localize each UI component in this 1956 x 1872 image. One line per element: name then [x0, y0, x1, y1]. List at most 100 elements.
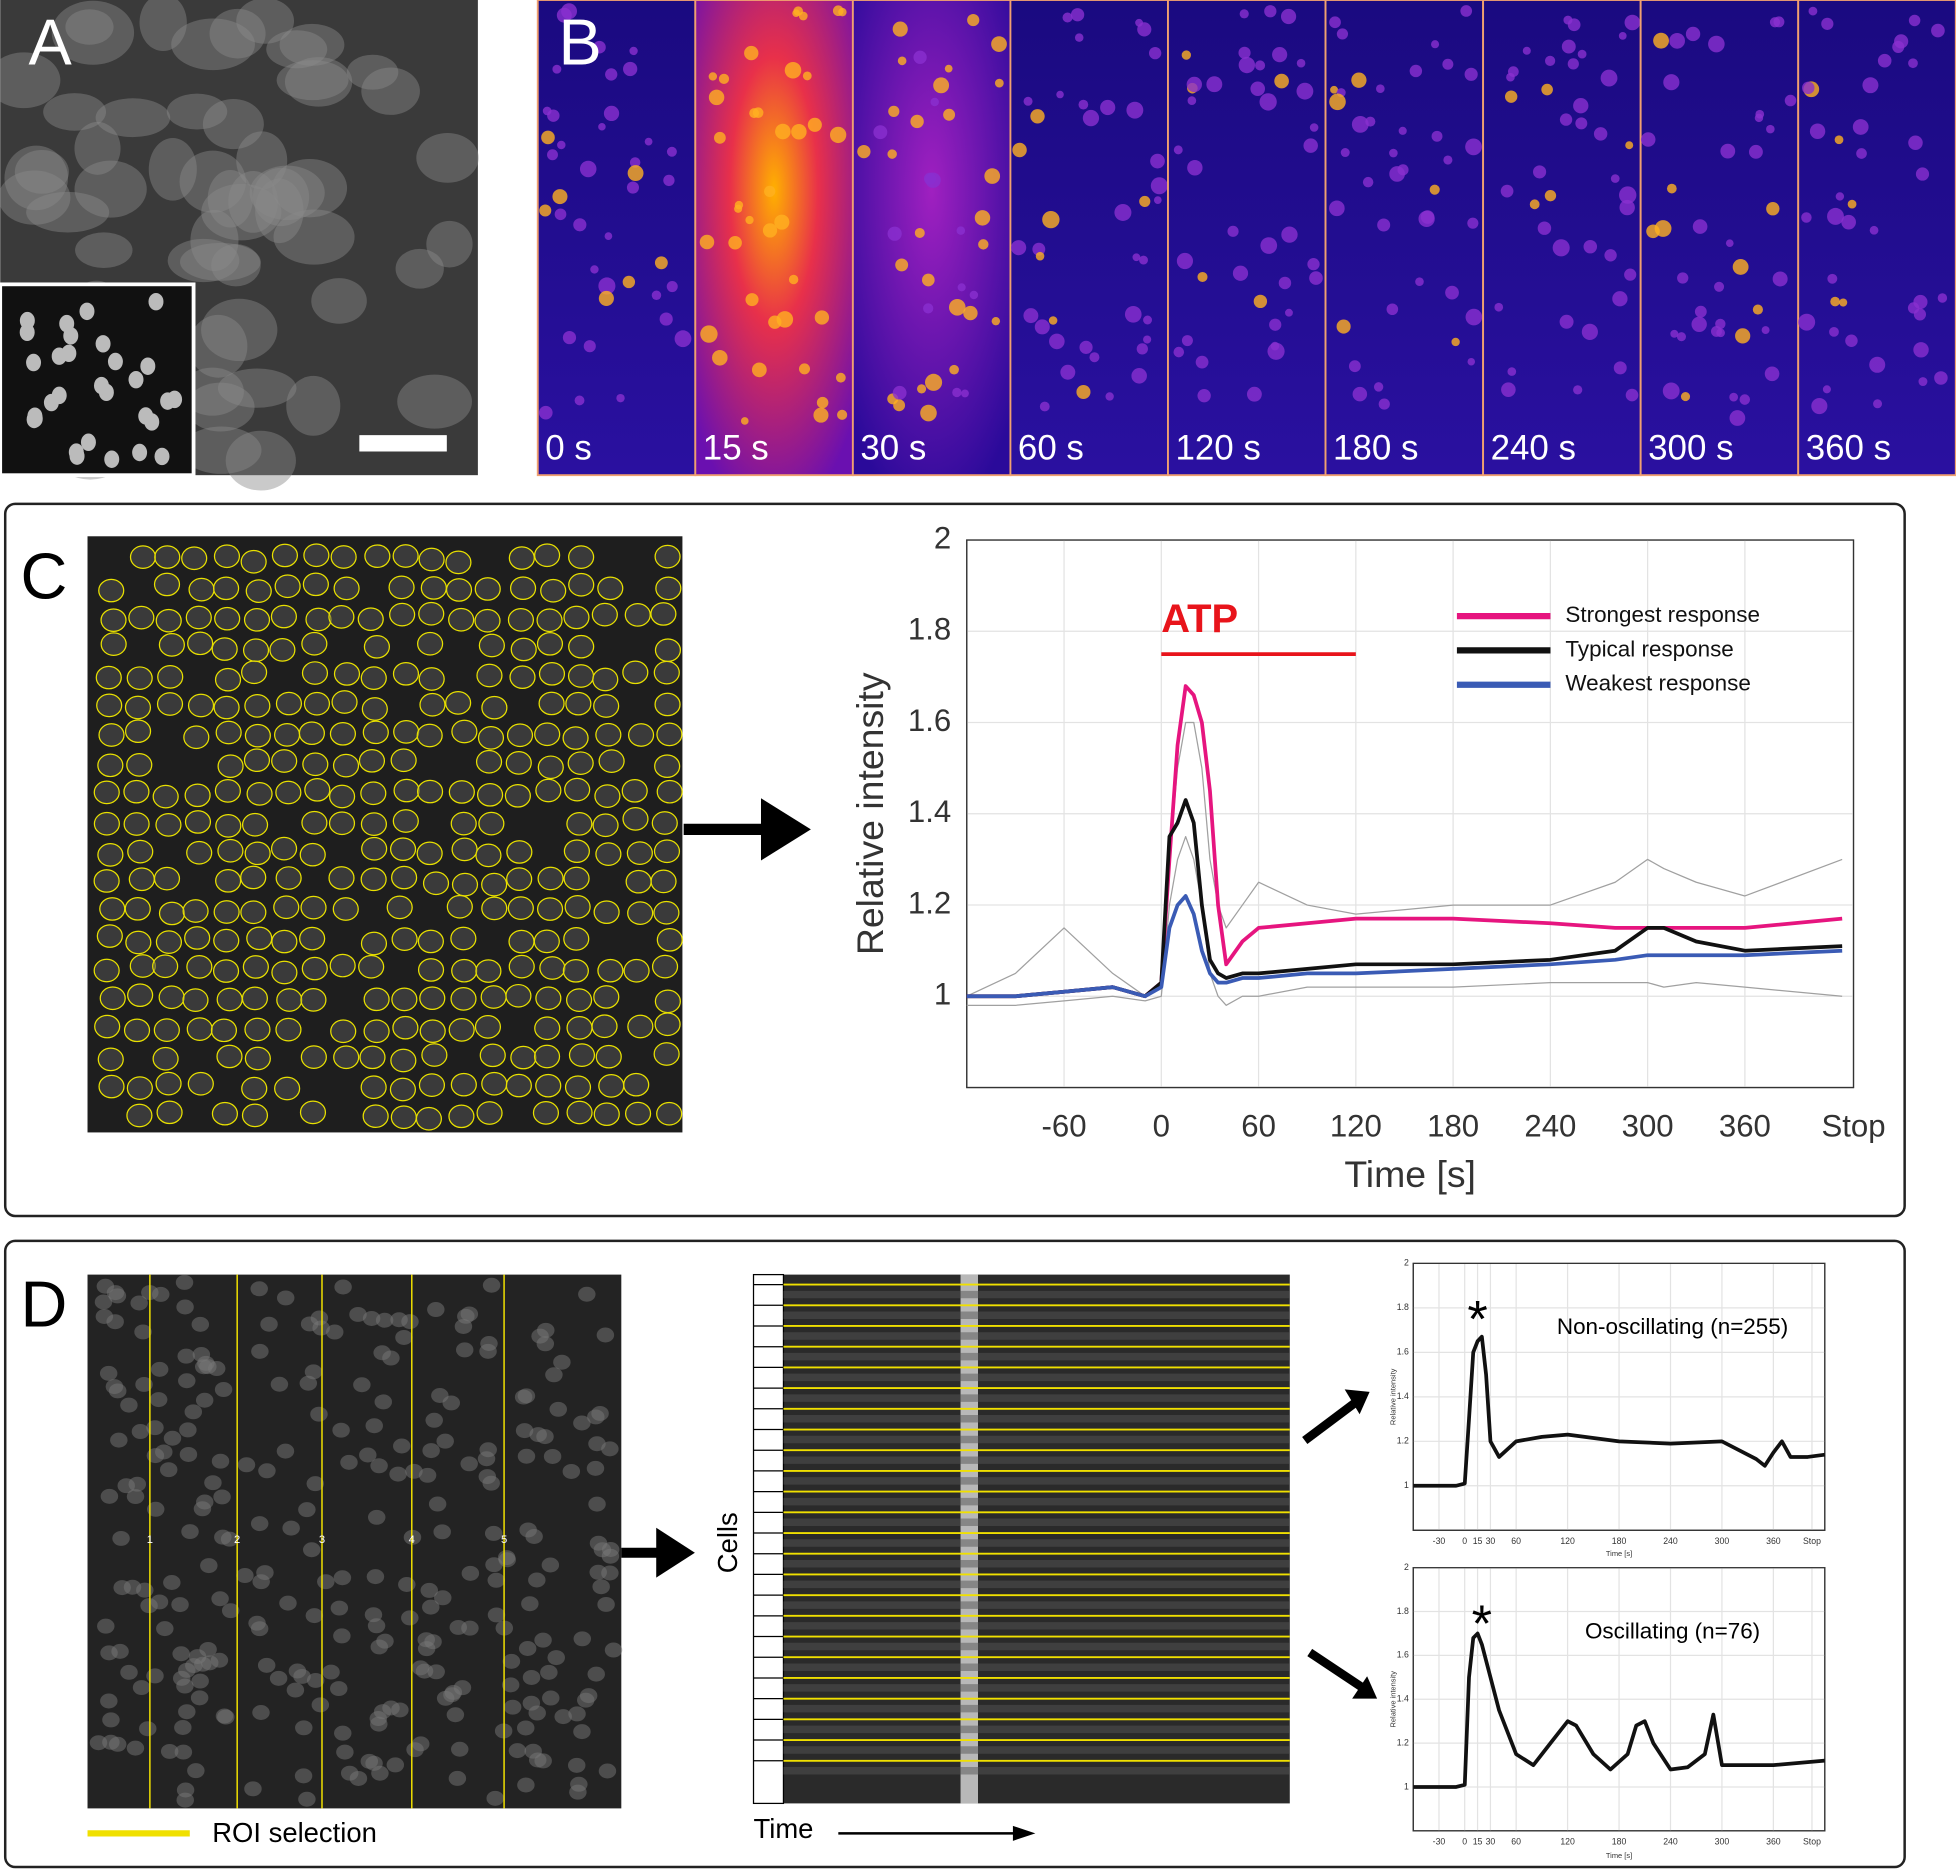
roi-outline — [271, 960, 298, 985]
nucleus — [1716, 328, 1725, 338]
time-label: 120 s — [1175, 428, 1260, 467]
nucleus — [545, 1367, 563, 1383]
roi-outline — [476, 782, 504, 807]
roi-outline — [152, 1046, 179, 1071]
nucleus — [454, 1318, 473, 1334]
cell — [266, 30, 328, 69]
x-tick-label: 300 — [1715, 1837, 1730, 1847]
nucleus — [1670, 329, 1679, 338]
nucleus — [994, 78, 1004, 88]
roi-outline — [478, 633, 505, 658]
roi-outline — [389, 837, 417, 862]
roi-outline — [593, 694, 620, 718]
nucleus — [460, 1456, 478, 1472]
roi-outline — [123, 812, 150, 836]
frame — [1797, 0, 1956, 477]
nucleus — [163, 1575, 181, 1591]
panel-label: B — [559, 6, 602, 79]
nucleus — [369, 1711, 388, 1727]
nucleus — [1307, 258, 1320, 271]
nucleus — [336, 1744, 354, 1760]
cell — [284, 57, 353, 107]
nucleus — [764, 185, 776, 198]
nucleus — [1139, 195, 1151, 207]
peak-label: * — [1472, 1595, 1492, 1653]
nucleus — [199, 1641, 217, 1657]
roi-outline — [419, 692, 446, 717]
nucleus — [521, 1596, 539, 1612]
nucleus — [27, 407, 43, 425]
roi-outline — [217, 838, 244, 863]
nucleus — [923, 172, 937, 185]
nucleus — [257, 1657, 276, 1673]
nucleus — [177, 1348, 195, 1364]
nucleus — [371, 1765, 389, 1781]
roi-outline — [240, 865, 267, 890]
nucleus — [99, 1365, 118, 1381]
nucleus — [1415, 277, 1424, 287]
roi-outline — [445, 691, 472, 715]
roi-outline — [505, 983, 532, 1008]
frame — [694, 0, 854, 477]
cell — [202, 98, 264, 150]
roi-outline — [509, 665, 536, 690]
nucleus — [540, 1664, 558, 1680]
nucleus — [187, 1763, 205, 1779]
cell — [4, 145, 69, 211]
nucleus — [310, 1406, 328, 1422]
roi-outline — [158, 985, 185, 1010]
panel-label: C — [20, 539, 67, 612]
nucleus — [974, 210, 991, 226]
nucleus — [838, 7, 847, 17]
roi-outline — [653, 1042, 680, 1066]
roi-outline — [450, 987, 477, 1011]
nucleus — [1285, 308, 1293, 317]
nucleus — [1862, 77, 1879, 94]
nucleus — [1600, 69, 1618, 87]
nucleus — [146, 1668, 164, 1684]
cell — [276, 60, 349, 101]
nucleus — [627, 165, 644, 182]
nucleus — [543, 1448, 562, 1464]
roi-outline — [564, 895, 591, 919]
nucleus — [96, 1278, 115, 1294]
nucleus — [193, 1501, 212, 1517]
roi-outline — [656, 779, 683, 804]
y-tick-label: 1.6 — [1397, 1347, 1409, 1357]
nucleus — [1253, 294, 1268, 309]
roi-outline — [188, 577, 215, 602]
nucleus — [251, 1343, 269, 1359]
nucleus — [330, 1681, 348, 1697]
roi-outline — [506, 840, 533, 864]
nucleus — [1409, 64, 1423, 78]
nucleus — [1389, 148, 1398, 158]
nucleus — [1309, 271, 1323, 285]
roi-outline — [391, 927, 418, 951]
roi-outline — [448, 780, 475, 804]
roi-outline — [332, 897, 359, 921]
nucleus — [923, 303, 934, 314]
nucleus — [570, 1776, 588, 1792]
nucleus — [200, 1558, 218, 1574]
nucleus — [360, 1753, 379, 1769]
y-tick-label: 1.2 — [1397, 1436, 1409, 1446]
roi-outline — [152, 784, 179, 809]
arrow-head — [1352, 1676, 1378, 1699]
roi-outline — [653, 660, 680, 685]
nucleus — [132, 443, 148, 462]
cell — [217, 368, 297, 408]
roi-outline — [126, 1076, 153, 1100]
x-tick-label: 360 — [1766, 1837, 1781, 1847]
cell — [236, 0, 295, 44]
roi-outline — [302, 752, 329, 777]
axes-frame — [966, 539, 1855, 1089]
nucleus — [299, 1375, 318, 1391]
roi-legend: ROI selection — [212, 1817, 377, 1848]
nucleus — [1708, 35, 1725, 53]
roi-outline — [299, 1100, 327, 1125]
nucleus — [1197, 271, 1208, 283]
y-axis-label: Relative intensity — [849, 672, 891, 955]
nucleus — [528, 1752, 547, 1768]
roi-outline — [303, 543, 330, 568]
nucleus — [311, 1697, 330, 1713]
